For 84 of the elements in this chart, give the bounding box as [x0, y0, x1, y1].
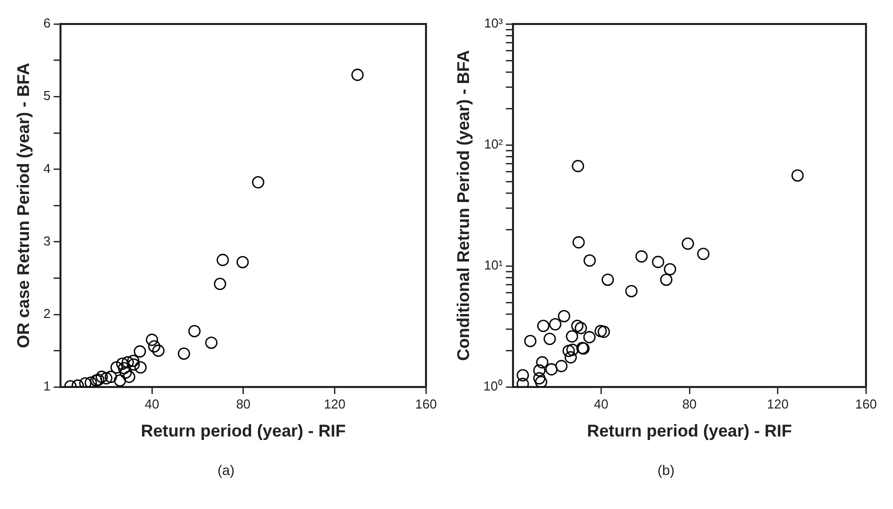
- point: [625, 284, 638, 298]
- point: [533, 372, 546, 384]
- point: [583, 331, 596, 344]
- point: [558, 310, 570, 322]
- x-tick-label: 120: [324, 396, 346, 412]
- point: [598, 326, 610, 338]
- point: [116, 358, 128, 370]
- x-tick-label: 160: [415, 396, 437, 412]
- point: [536, 356, 548, 368]
- point: [152, 344, 165, 357]
- point: [96, 370, 108, 383]
- point: [216, 254, 229, 266]
- x-tick-label: 160: [855, 396, 877, 412]
- point: [100, 372, 112, 384]
- x-axis-title: Return period (year) - RIF: [586, 421, 792, 440]
- y-tick-label: 1: [43, 378, 51, 394]
- point: [571, 320, 584, 332]
- point: [697, 248, 710, 260]
- point: [566, 344, 579, 356]
- point: [252, 176, 264, 188]
- point: [791, 169, 804, 182]
- point: [537, 320, 550, 332]
- point: [148, 340, 160, 352]
- y-tick-label: 10¹: [484, 258, 504, 273]
- point: [555, 360, 568, 372]
- y-tick-label: 3: [43, 233, 51, 248]
- x-tick-label: 120: [766, 396, 789, 412]
- point: [188, 324, 201, 338]
- point: [236, 256, 249, 268]
- point: [134, 345, 146, 358]
- y-tick-label: 10⁰: [483, 378, 503, 394]
- point: [84, 376, 97, 387]
- y-axis-title: OR case Retrun Period (year) - BFA: [14, 62, 33, 348]
- x-tick-label: 80: [236, 396, 251, 412]
- point: [572, 236, 585, 248]
- point: [122, 356, 134, 368]
- point: [574, 322, 587, 334]
- point: [110, 361, 123, 374]
- y-tick-label: 10³: [484, 16, 504, 31]
- point: [351, 68, 364, 81]
- point: [549, 318, 562, 330]
- point: [118, 362, 130, 374]
- text: (a): [217, 462, 235, 478]
- point: [544, 332, 556, 345]
- point: [214, 278, 226, 290]
- point: [128, 358, 140, 371]
- point: [120, 366, 132, 379]
- point: [533, 364, 546, 377]
- y-tick-label: 10²: [484, 136, 504, 152]
- point: [114, 374, 126, 387]
- point: [566, 330, 578, 343]
- point: [534, 376, 548, 387]
- point: [79, 377, 92, 387]
- point: [584, 254, 596, 267]
- point: [205, 336, 218, 349]
- point: [178, 347, 190, 360]
- point: [635, 250, 648, 263]
- point: [545, 363, 558, 376]
- x-tick-label: 40: [594, 396, 608, 412]
- y-axis-title: Conditional Retrun Period (year) - BFA: [454, 50, 473, 361]
- point: [127, 354, 140, 368]
- point: [564, 351, 577, 364]
- y-tick-label: 5: [43, 88, 51, 104]
- point: [682, 238, 694, 250]
- text: (b): [657, 462, 675, 478]
- x-tick-label: 80: [682, 396, 697, 412]
- point: [134, 361, 147, 374]
- point: [104, 370, 118, 383]
- point: [122, 370, 136, 383]
- point: [572, 160, 584, 172]
- y-tick-label: 4: [43, 160, 51, 176]
- y-tick-label: 2: [43, 306, 51, 321]
- point: [664, 263, 676, 276]
- point: [516, 369, 529, 382]
- point: [562, 344, 575, 357]
- y-tick-label: 6: [43, 16, 51, 31]
- point: [146, 334, 158, 346]
- point: [524, 334, 536, 348]
- point: [602, 274, 614, 286]
- x-axis-title: Return period (year) - RIF: [140, 421, 346, 440]
- point: [594, 324, 607, 338]
- point: [660, 274, 672, 286]
- x-tick-label: 40: [144, 396, 160, 412]
- point: [652, 256, 664, 268]
